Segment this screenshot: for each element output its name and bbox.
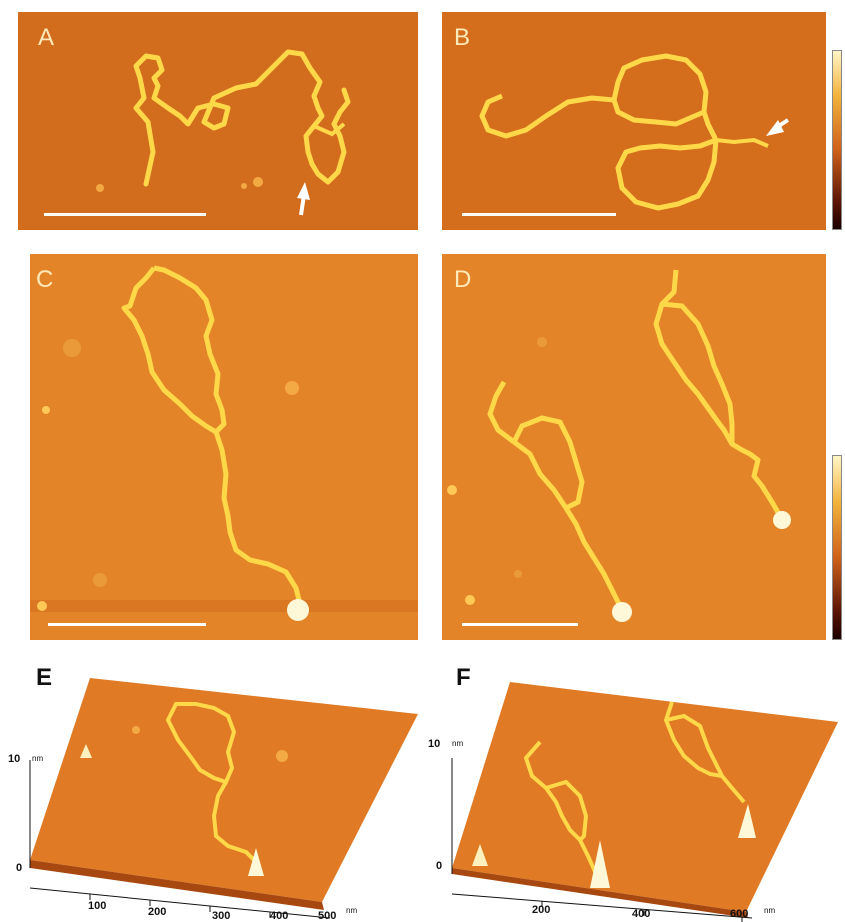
x-tick: 500 (318, 910, 337, 922)
x-tick: 200 (148, 906, 167, 918)
arrow-icon (297, 182, 310, 200)
panel-label-a: A (38, 24, 55, 51)
z-tick-top: 10 (8, 753, 21, 765)
scale-bar-d (462, 623, 578, 626)
arrow-icon (766, 120, 784, 136)
x-axis (451, 893, 753, 919)
height-color-bar (832, 50, 842, 230)
peak-spot (248, 848, 264, 876)
x-unit: nm (764, 906, 776, 915)
x-tick: 400 (632, 908, 651, 920)
peak-spot (590, 840, 610, 888)
z-tick-top: 10 (428, 738, 441, 750)
3d-surface-image (451, 682, 838, 922)
afm-3d-panel-e: E 10 nm 0 100 200 300 400 500 nm (0, 660, 420, 922)
x-tick: 400 (270, 910, 289, 922)
x-tick: 300 (212, 910, 231, 922)
afm-3d-panel-f: F 10 nm 0 200 400 600 nm (422, 660, 845, 922)
peak-spot (287, 599, 309, 621)
3d-surface-image (29, 678, 418, 919)
x-axis (29, 887, 331, 919)
afm-panel-b: B (442, 12, 826, 230)
z-unit: nm (32, 754, 44, 763)
peak-spot (773, 511, 791, 529)
scale-bar-b (462, 213, 616, 216)
x-tick: 100 (88, 900, 107, 912)
x-tick: 600 (730, 908, 749, 920)
scale-bar-a (44, 213, 206, 216)
afm-panel-d: D (442, 254, 826, 640)
z-unit: nm (452, 739, 464, 748)
height-color-bar (832, 455, 842, 640)
x-unit: nm (346, 906, 358, 915)
x-tick: 200 (532, 904, 551, 916)
panel-label-f: F (456, 664, 471, 691)
dna-molecule-image (18, 12, 418, 230)
scale-bar-c (48, 623, 206, 626)
dna-molecule-image (442, 12, 826, 230)
panel-label-e: E (36, 664, 53, 691)
panel-label-d: D (454, 266, 472, 293)
afm-panel-c: C (30, 254, 418, 640)
dna-molecule-image (442, 254, 826, 640)
dna-molecule-image (30, 254, 418, 640)
peak-spot (738, 804, 756, 838)
peak-spot (612, 602, 632, 622)
z-tick-bottom: 0 (436, 860, 443, 872)
panel-label-b: B (454, 24, 471, 51)
afm-panel-a: A (18, 12, 418, 230)
z-tick-bottom: 0 (16, 862, 23, 874)
panel-label-c: C (36, 266, 54, 293)
